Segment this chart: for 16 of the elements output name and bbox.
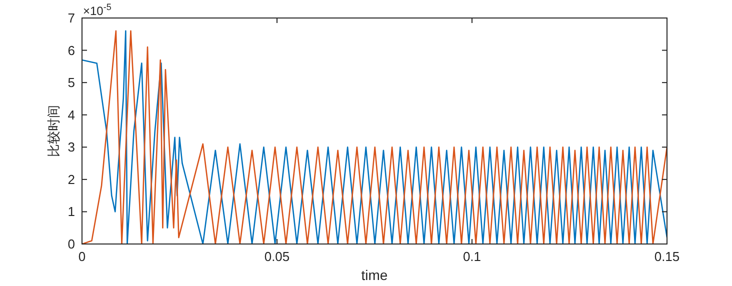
x-tick-label: 0.05 — [264, 249, 290, 264]
annotation: ×10$^{-5}$ — [83, 2, 112, 18]
y-tick-label: 7 — [68, 10, 75, 26]
y-tick-label: 5 — [68, 75, 75, 90]
y-tick-label: 4 — [68, 107, 75, 122]
x-tick-label: 0.1 — [462, 249, 482, 264]
y-tick-label: 0 — [68, 236, 75, 252]
x-tick-label: 0 — [78, 249, 86, 264]
line-series — [82, 30, 667, 244]
x-tick-label: 0.15 — [654, 249, 680, 264]
y-tick-label: 2 — [68, 172, 75, 187]
y-tick-label: 3 — [68, 140, 75, 155]
x-axis-title: time — [361, 267, 388, 283]
y-tick-label: 1 — [68, 204, 75, 220]
y-tick-label: 6 — [68, 42, 75, 58]
y-axis-title: 比较时间 — [46, 105, 61, 157]
